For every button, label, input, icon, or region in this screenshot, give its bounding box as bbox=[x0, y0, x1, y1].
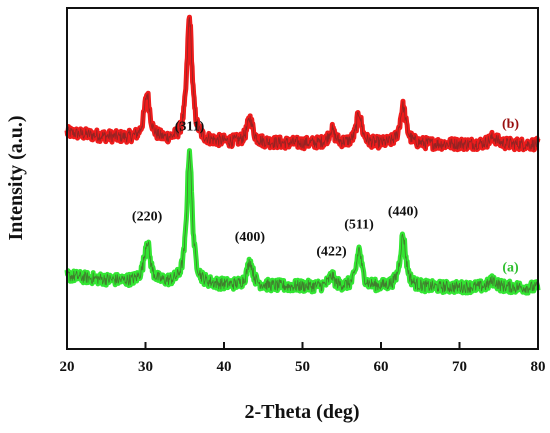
series-label-b: (b) bbox=[502, 117, 519, 132]
peak-label: (400) bbox=[235, 230, 266, 245]
peak-label: (511) bbox=[344, 218, 374, 233]
series-trace-a bbox=[66, 150, 539, 294]
x-tick-label: 40 bbox=[217, 359, 232, 375]
x-tick-label: 20 bbox=[60, 359, 75, 375]
x-axis-title: 2-Theta (deg) bbox=[245, 401, 360, 423]
plot-series bbox=[64, 14, 541, 296]
series-labels: (b) (a) bbox=[502, 117, 519, 275]
x-tick-label: 60 bbox=[374, 359, 389, 375]
peak-annotations: (220) (311) (400) (422) (511) (440) bbox=[132, 120, 419, 260]
peak-label: (440) bbox=[388, 204, 419, 219]
series-line-b bbox=[64, 14, 541, 153]
peak-label: (220) bbox=[132, 209, 163, 224]
series-label-a: (a) bbox=[502, 260, 519, 275]
x-tick-label: 50 bbox=[295, 359, 310, 375]
x-tick-label: 30 bbox=[138, 359, 153, 375]
peak-label: (422) bbox=[316, 245, 347, 260]
series-trace-b bbox=[66, 17, 539, 152]
y-axis-title: Intensity (a.u.) bbox=[5, 115, 27, 240]
plot-frame bbox=[66, 7, 539, 350]
x-axis-ticks: 20 30 40 50 60 70 80 bbox=[60, 342, 546, 375]
x-tick-label: 70 bbox=[452, 359, 467, 375]
peak-label: (311) bbox=[175, 120, 205, 135]
x-tick-label: 80 bbox=[531, 359, 546, 375]
